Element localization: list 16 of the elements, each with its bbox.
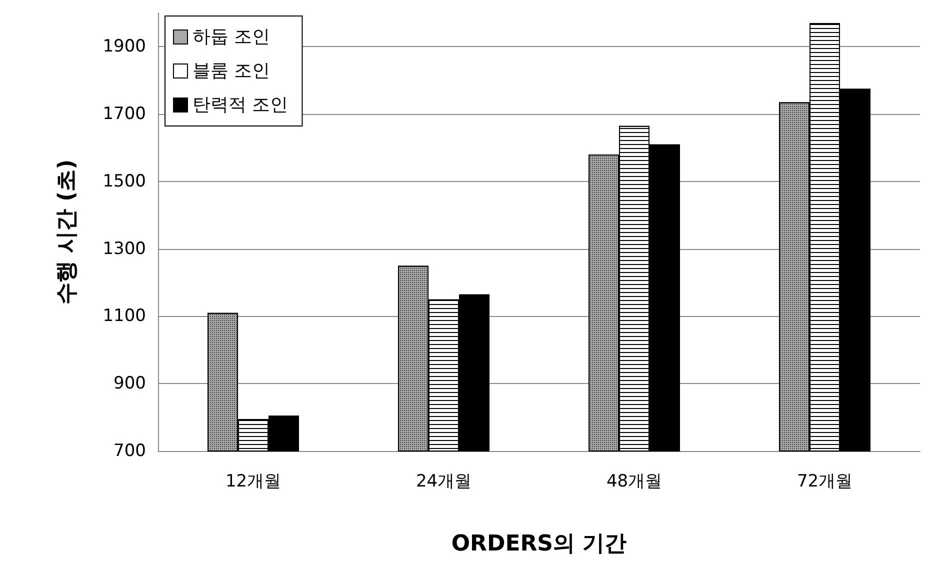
y-tick-label: 900 (114, 374, 146, 394)
y-tick-label: 700 (114, 441, 146, 461)
x-tick-label: 72개월 (796, 472, 853, 492)
legend-label: 하둡 조인 (192, 26, 270, 48)
x-axis-title: ORDERS의 기간 (451, 532, 627, 556)
y-tick-label: 1700 (102, 104, 146, 124)
y-tick-label: 1500 (102, 171, 146, 192)
legend-label: 탄력적 조인 (192, 94, 288, 116)
x-tick-label: 12개월 (225, 472, 282, 492)
y-tick-label: 1100 (102, 306, 146, 326)
y-tick-label: 1900 (102, 36, 146, 57)
y-tick-label: 1300 (102, 238, 146, 259)
x-tick-label: 24개월 (416, 472, 472, 492)
x-tick-label: 48개월 (606, 472, 662, 492)
y-axis-title: 수행 시간 (초) (54, 159, 80, 305)
legend-label: 블룸 조인 (192, 60, 270, 82)
